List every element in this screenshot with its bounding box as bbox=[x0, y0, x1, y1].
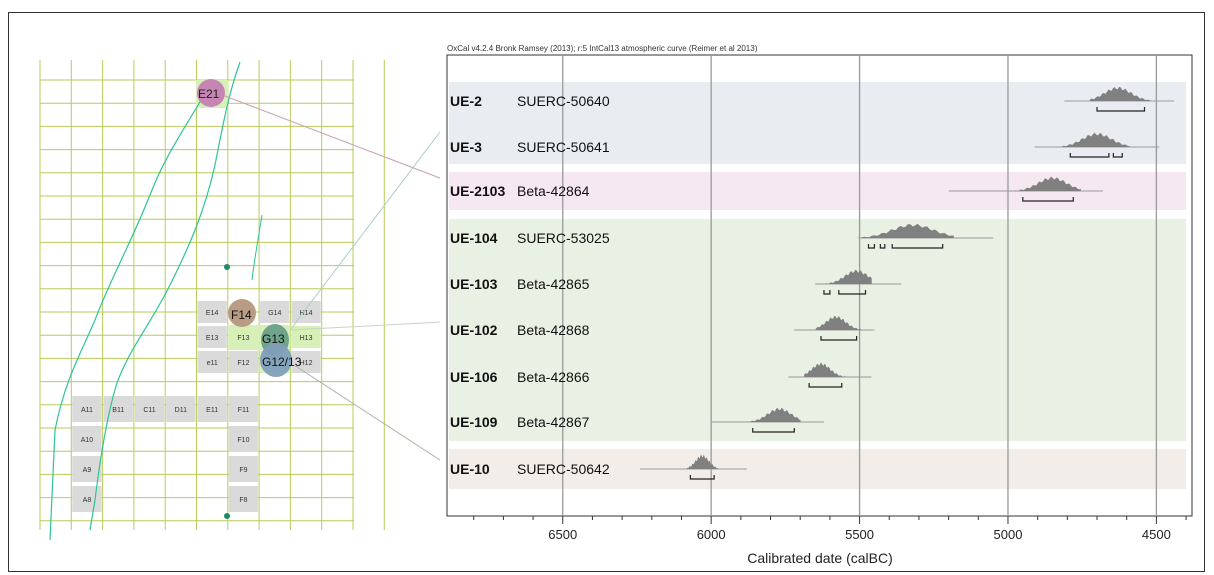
map-square-label-E11: E11 bbox=[206, 407, 218, 414]
map-square-label-F8: F8 bbox=[239, 497, 247, 504]
label-F14: F14 bbox=[231, 308, 252, 322]
map-square-H14 bbox=[291, 301, 321, 323]
survey-point-marker bbox=[224, 264, 230, 270]
map-square-label-C11: C11 bbox=[143, 407, 155, 414]
map-square-A9 bbox=[72, 456, 102, 482]
map-square-F10 bbox=[228, 426, 259, 452]
map-square-F11 bbox=[228, 396, 259, 422]
connector-bottom bbox=[293, 364, 440, 461]
map-square-F8 bbox=[228, 486, 259, 512]
survey-point-marker bbox=[224, 513, 230, 519]
map-square-F12 bbox=[228, 351, 259, 373]
map-square-label-B11: B11 bbox=[112, 407, 124, 414]
map-square-label-E14: E14 bbox=[206, 310, 219, 317]
highlight-E21 bbox=[197, 79, 225, 107]
map-square-label-H13: H13 bbox=[300, 335, 313, 342]
map-square-label-A9: A9 bbox=[83, 467, 92, 474]
map-square-F9 bbox=[228, 456, 259, 482]
map-square-C11 bbox=[134, 396, 165, 422]
oxcal-header: OxCal v4.2.4 Bronk Ramsey (2013); r:5 In… bbox=[447, 44, 758, 53]
map-square-label-G14: G14 bbox=[268, 310, 281, 317]
contour-line-east bbox=[89, 61, 241, 531]
label-G13: G13 bbox=[262, 332, 285, 346]
map-square-label-F9: F9 bbox=[239, 467, 247, 474]
map-square-G14 bbox=[260, 301, 290, 323]
map-square-D11 bbox=[166, 396, 196, 422]
map-square-label-H12: H12 bbox=[300, 360, 313, 367]
map-square-label-H14: H14 bbox=[300, 310, 313, 317]
map-square-label-D11: D11 bbox=[175, 407, 187, 414]
map-square-E14 bbox=[197, 301, 227, 323]
excavation-grid-map: E14G14H14E13F13H13e11F12G12H12A11B11C11D… bbox=[39, 60, 440, 541]
map-square-label-F13: F13 bbox=[237, 335, 249, 342]
map-square-label-F10: F10 bbox=[237, 437, 249, 444]
contour-line-west bbox=[49, 79, 214, 541]
connector-top bbox=[289, 131, 440, 331]
map-square-label-E13: E13 bbox=[206, 335, 219, 342]
highlight-F14 bbox=[228, 299, 256, 327]
map-square-label-e11: e11 bbox=[207, 360, 218, 367]
map-square-H13 bbox=[291, 326, 321, 348]
map-square-label-F11: F11 bbox=[238, 407, 250, 414]
label-G12-13: G12/13 bbox=[262, 355, 302, 369]
zoom-connector-lines bbox=[224, 95, 440, 461]
map-square-A11 bbox=[72, 396, 102, 422]
figure-frame bbox=[8, 12, 1205, 572]
contour-lines bbox=[49, 61, 263, 541]
map-square-label-F12: F12 bbox=[237, 360, 249, 367]
label-E21: E21 bbox=[198, 87, 220, 101]
connector-E21 bbox=[224, 95, 440, 179]
map-square-E13 bbox=[197, 326, 227, 348]
contour-line-inner bbox=[251, 214, 263, 281]
map-square-F13 bbox=[228, 326, 259, 348]
connector-mid bbox=[289, 321, 440, 331]
map-square-label-A10: A10 bbox=[81, 437, 94, 444]
map-square-label-A8: A8 bbox=[83, 497, 92, 504]
map-square-E11 bbox=[197, 396, 227, 422]
map-square-A10 bbox=[72, 426, 102, 452]
map-square-label-A11: A11 bbox=[81, 407, 93, 414]
map-square-e11 bbox=[197, 351, 227, 373]
highlight-G12-13 bbox=[260, 343, 292, 377]
